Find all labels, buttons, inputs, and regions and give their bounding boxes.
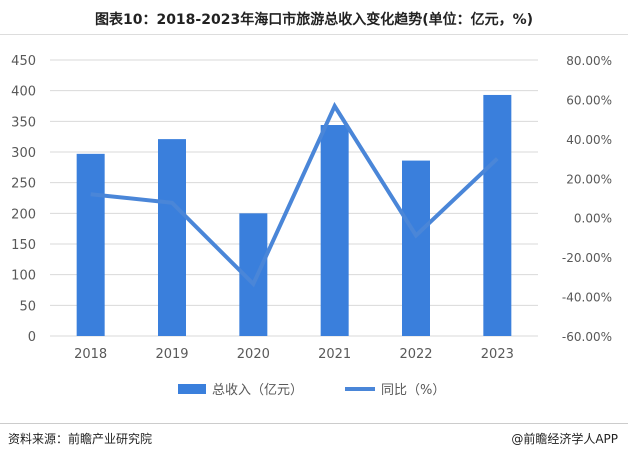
line-series xyxy=(90,101,499,288)
x-tick: 2022 xyxy=(399,347,432,362)
legend-bar-label: 总收入（亿元） xyxy=(212,383,303,398)
y-tick-left: 350 xyxy=(11,115,36,130)
y-tick-right: 40.00% xyxy=(566,133,612,147)
divider xyxy=(0,423,628,424)
y-tick-right: 20.00% xyxy=(566,172,612,186)
y-tick-right: -60.00% xyxy=(562,330,612,344)
y-tick-left: 150 xyxy=(11,238,36,253)
y-tick-right: -20.00% xyxy=(562,251,612,265)
bar-2019 xyxy=(158,139,186,336)
x-tick: 2021 xyxy=(318,347,351,362)
y-tick-right: 80.00% xyxy=(566,54,612,68)
y-tick-left: 200 xyxy=(11,207,36,222)
bar-2023 xyxy=(483,94,512,337)
y-tick-left: 0 xyxy=(28,330,36,345)
y-tick-left: 400 xyxy=(11,85,36,100)
bar-2018 xyxy=(76,153,105,336)
legend-bar-swatch xyxy=(178,384,206,394)
source-note: 资料来源：前瞻产业研究院 xyxy=(8,432,153,446)
x-tick: 2019 xyxy=(155,347,188,362)
y-tick-left: 450 xyxy=(11,54,36,69)
y-tick-left: 50 xyxy=(19,299,36,314)
chart-title: 图表10：2018-2023年海口市旅游总收入变化趋势(单位：亿元，%) xyxy=(94,12,534,28)
y-tick-left: 300 xyxy=(11,146,36,161)
y-tick-right: -40.00% xyxy=(562,291,612,305)
brand-note: @前瞻经济学人APP xyxy=(511,432,618,446)
x-tick: 2023 xyxy=(481,347,514,362)
y-tick-left: 250 xyxy=(11,177,36,192)
divider xyxy=(0,34,628,35)
bar-2021 xyxy=(320,125,349,336)
x-tick: 2020 xyxy=(237,347,270,362)
legend-line-label: 同比（%） xyxy=(381,383,445,398)
y-tick-right: 60.00% xyxy=(566,93,612,107)
x-tick: 2018 xyxy=(74,347,107,362)
y-tick-left: 100 xyxy=(11,269,36,284)
y-tick-right: 0.00% xyxy=(574,212,612,226)
bar-2022 xyxy=(402,160,430,336)
